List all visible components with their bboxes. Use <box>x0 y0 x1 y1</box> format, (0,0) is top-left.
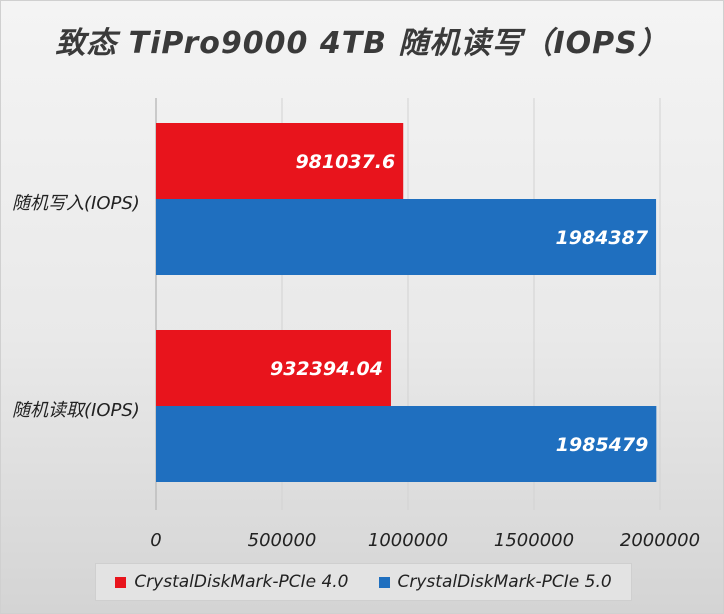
x-tick-label: 2000000 <box>620 530 700 551</box>
x-tick-label: 1000000 <box>368 530 448 551</box>
legend-label-pcie5: CrystalDiskMark-PCIe 5.0 <box>397 572 612 592</box>
category-label-random-read: 随机读取(IOPS) <box>12 400 140 421</box>
bar <box>156 123 404 199</box>
chart-title: 致态 TiPro9000 4TB 随机读写（IOPS） <box>55 26 669 61</box>
data-label: 1984387 <box>556 227 649 249</box>
category-label-random-write: 随机写入(IOPS) <box>12 193 140 214</box>
bar <box>156 406 657 482</box>
legend-swatch-pcie4 <box>115 576 127 588</box>
bar <box>156 199 657 275</box>
legend-item-pcie5: CrystalDiskMark-PCIe 5.0 <box>378 572 612 592</box>
bar <box>156 330 391 406</box>
x-tick-label: 1500000 <box>494 530 574 551</box>
data-label: 932394.04 <box>270 358 383 380</box>
data-label: 981037.6 <box>295 151 395 173</box>
legend: CrystalDiskMark-PCIe 4.0 CrystalDiskMark… <box>95 563 632 601</box>
x-tick-label: 0 <box>150 530 161 551</box>
data-label: 1985479 <box>556 434 649 456</box>
legend-item-pcie4: CrystalDiskMark-PCIe 4.0 <box>115 572 349 592</box>
legend-swatch-pcie5 <box>378 576 390 588</box>
x-tick-label: 500000 <box>248 530 317 551</box>
legend-label-pcie4: CrystalDiskMark-PCIe 4.0 <box>134 572 349 592</box>
